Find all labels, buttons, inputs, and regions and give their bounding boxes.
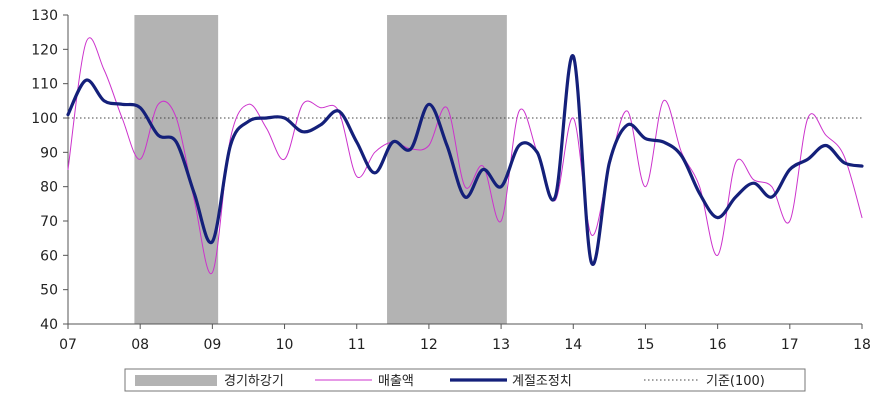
y-tick-label: 50 xyxy=(40,283,58,299)
x-tick-label: 09 xyxy=(203,337,221,353)
y-tick-label: 110 xyxy=(31,77,58,93)
y-tick-label: 100 xyxy=(31,111,58,127)
legend-label-band: 경기하강기 xyxy=(224,374,284,389)
x-tick-label: 13 xyxy=(492,337,510,353)
series-lines xyxy=(66,37,864,275)
shaded-period-1 xyxy=(134,15,219,324)
y-tick-label: 130 xyxy=(31,8,58,24)
legend-label-reference: 기준(100) xyxy=(706,374,765,389)
legend-swatch-band xyxy=(135,375,217,386)
y-tick-label: 70 xyxy=(40,214,58,230)
x-tick-label: 10 xyxy=(276,337,294,353)
shaded-period-2 xyxy=(387,15,507,324)
x-tick-label: 15 xyxy=(637,337,655,353)
x-tick-label: 18 xyxy=(853,337,871,353)
tick-labels: 40 50 60 70 80 90 100 110 120 130 07 08 09 10 11 12 13 14… xyxy=(31,8,871,353)
y-tick-label: 80 xyxy=(40,180,58,196)
legend-label-adjusted: 계절조정치 xyxy=(512,374,572,389)
legend-label-sales: 매출액 xyxy=(378,374,414,389)
x-tick-label: 17 xyxy=(781,337,799,353)
seasonally-adjusted-series-line xyxy=(66,54,864,266)
y-tick-label: 60 xyxy=(40,248,58,264)
y-tick-label: 90 xyxy=(40,145,58,161)
legend: 경기하강기 매출액 계절조정치 기준(100) xyxy=(124,368,806,392)
x-tick-label: 07 xyxy=(59,337,77,353)
x-tick-label: 11 xyxy=(348,337,366,353)
y-tick-label: 40 xyxy=(40,317,58,333)
x-tick-label: 12 xyxy=(420,337,438,353)
y-tick-label: 120 xyxy=(31,42,58,58)
x-tick-label: 14 xyxy=(564,337,582,353)
x-tick-label: 16 xyxy=(709,337,727,353)
shaded-periods xyxy=(134,15,507,324)
x-tick-label: 08 xyxy=(131,337,149,353)
sales-series-line xyxy=(67,37,863,275)
